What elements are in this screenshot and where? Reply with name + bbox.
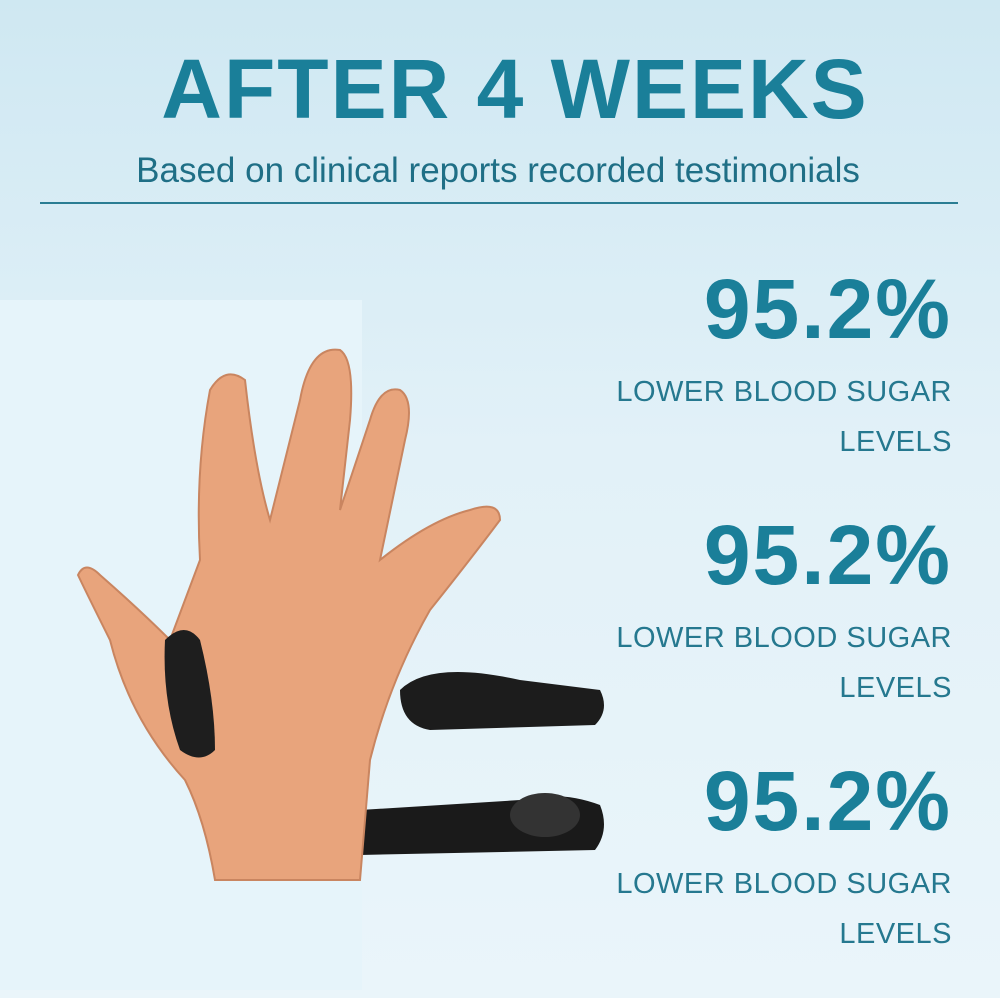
stat-label: LOWER BLOOD SUGAR: [616, 622, 952, 654]
device-pad: [164, 630, 215, 758]
stat-label: LEVELS: [839, 426, 952, 458]
stats: 95.2% LOWER BLOOD SUGAR LEVELS 95.2% LOWER B…: [616, 262, 952, 950]
stat-label: LOWER BLOOD SUGAR: [616, 376, 952, 408]
title: AFTER 4 WEEKS: [161, 42, 868, 136]
stat-label: LOWER BLOOD SUGAR: [616, 868, 952, 900]
stat-value: 95.2%: [704, 508, 952, 602]
stat-value: 95.2%: [704, 754, 952, 848]
device-button: [510, 793, 580, 837]
subtitle: Based on clinical reports recorded testi…: [136, 151, 860, 190]
stat-label: LEVELS: [839, 672, 952, 704]
stat-value: 95.2%: [704, 262, 952, 356]
stat-label: LEVELS: [839, 918, 952, 950]
device-finger: [400, 672, 604, 730]
hand-illustration: [76, 348, 604, 881]
